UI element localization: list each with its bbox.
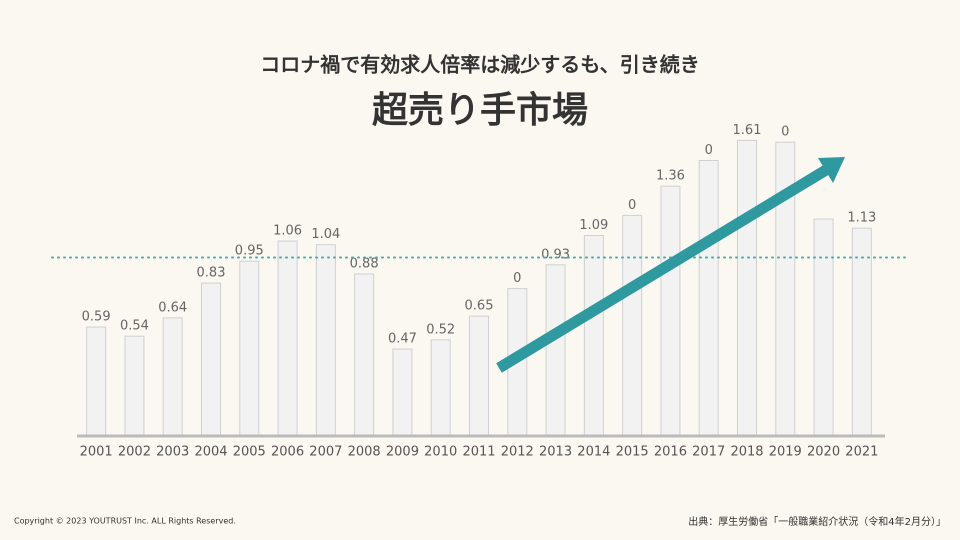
x-tick-label: 2019 (769, 445, 802, 460)
bar (545, 264, 566, 436)
bar (469, 315, 489, 436)
copyright: Copyright © 2023 YOUTRUST Inc. ALL Right… (14, 517, 236, 526)
x-tick-label: 2005 (233, 445, 266, 460)
bar (660, 185, 681, 436)
data-label: 1.04 (311, 227, 340, 242)
bar (354, 273, 375, 436)
x-tick-label: 2003 (156, 445, 189, 460)
data-label: 0.59 (82, 310, 111, 325)
x-tick-label: 2004 (194, 445, 227, 460)
data-label: 0.47 (388, 331, 417, 346)
x-tick-label: 2014 (577, 445, 610, 460)
data-label: 0.65 (465, 299, 494, 314)
chart-title: 超売り手市場 (372, 90, 588, 131)
bar (392, 348, 413, 436)
x-tick-label: 2021 (845, 445, 878, 460)
plot: 2001 0.59 2002 0.54 2003 0.64 2004 0.83 2005 0.95… (51, 123, 906, 460)
x-tick-label: 2018 (730, 445, 763, 460)
x-tick-label: 2020 (807, 445, 840, 460)
annotation: 0 (513, 271, 521, 286)
x-tick-label: 2015 (616, 445, 649, 460)
bar (430, 339, 451, 436)
bar (851, 227, 872, 436)
chart-subtitle: コロナ禍で有効求人倍率は減少するも、引き続き (260, 53, 699, 77)
bar (201, 282, 221, 436)
bar (737, 139, 757, 436)
x-tick-label: 2007 (309, 445, 342, 460)
x-tick-label: 2008 (348, 445, 381, 460)
x-tick-label: 2009 (386, 445, 419, 460)
bar (813, 218, 834, 436)
annotation: 0 (781, 125, 789, 140)
bar (698, 160, 719, 436)
bar (622, 214, 643, 436)
data-label: 0.83 (197, 266, 226, 281)
data-label: 0.64 (158, 300, 187, 315)
bar (315, 244, 336, 436)
bar (277, 240, 298, 436)
bar (162, 317, 183, 436)
source: 出典：厚生労働省「一般職業紹介状況（令和4年2月分）」 (688, 515, 946, 528)
x-tick-label: 2010 (424, 445, 457, 460)
data-label: 1.09 (579, 218, 608, 233)
x-tick-label: 2006 (271, 445, 304, 460)
bar (239, 260, 260, 436)
x-tick-label: 2012 (501, 445, 534, 460)
bar (86, 326, 107, 436)
annotation: 0 (628, 198, 636, 213)
data-label: 0.95 (235, 244, 264, 259)
bar (124, 335, 145, 436)
arrow-head (818, 157, 845, 183)
data-label: 0.93 (541, 247, 570, 262)
x-tick-label: 2011 (462, 445, 495, 460)
x-tick-label: 2002 (118, 445, 151, 460)
bar (583, 235, 604, 436)
data-label: 0.88 (350, 256, 379, 271)
x-tick-label: 2001 (80, 445, 113, 460)
data-label: 0.52 (426, 322, 455, 337)
annotation: 0 (705, 143, 713, 158)
data-label: 1.36 (656, 169, 685, 184)
data-label: 0.54 (120, 319, 149, 334)
x-tick-label: 2013 (539, 445, 572, 460)
arrow-shaft (496, 165, 829, 373)
trend-arrow (496, 157, 845, 373)
x-tick-label: 2016 (654, 445, 687, 460)
data-label: 1.06 (273, 224, 302, 239)
x-tick-label: 2017 (692, 445, 725, 460)
data-label: 1.61 (733, 123, 762, 138)
data-label: 1.13 (847, 211, 876, 226)
